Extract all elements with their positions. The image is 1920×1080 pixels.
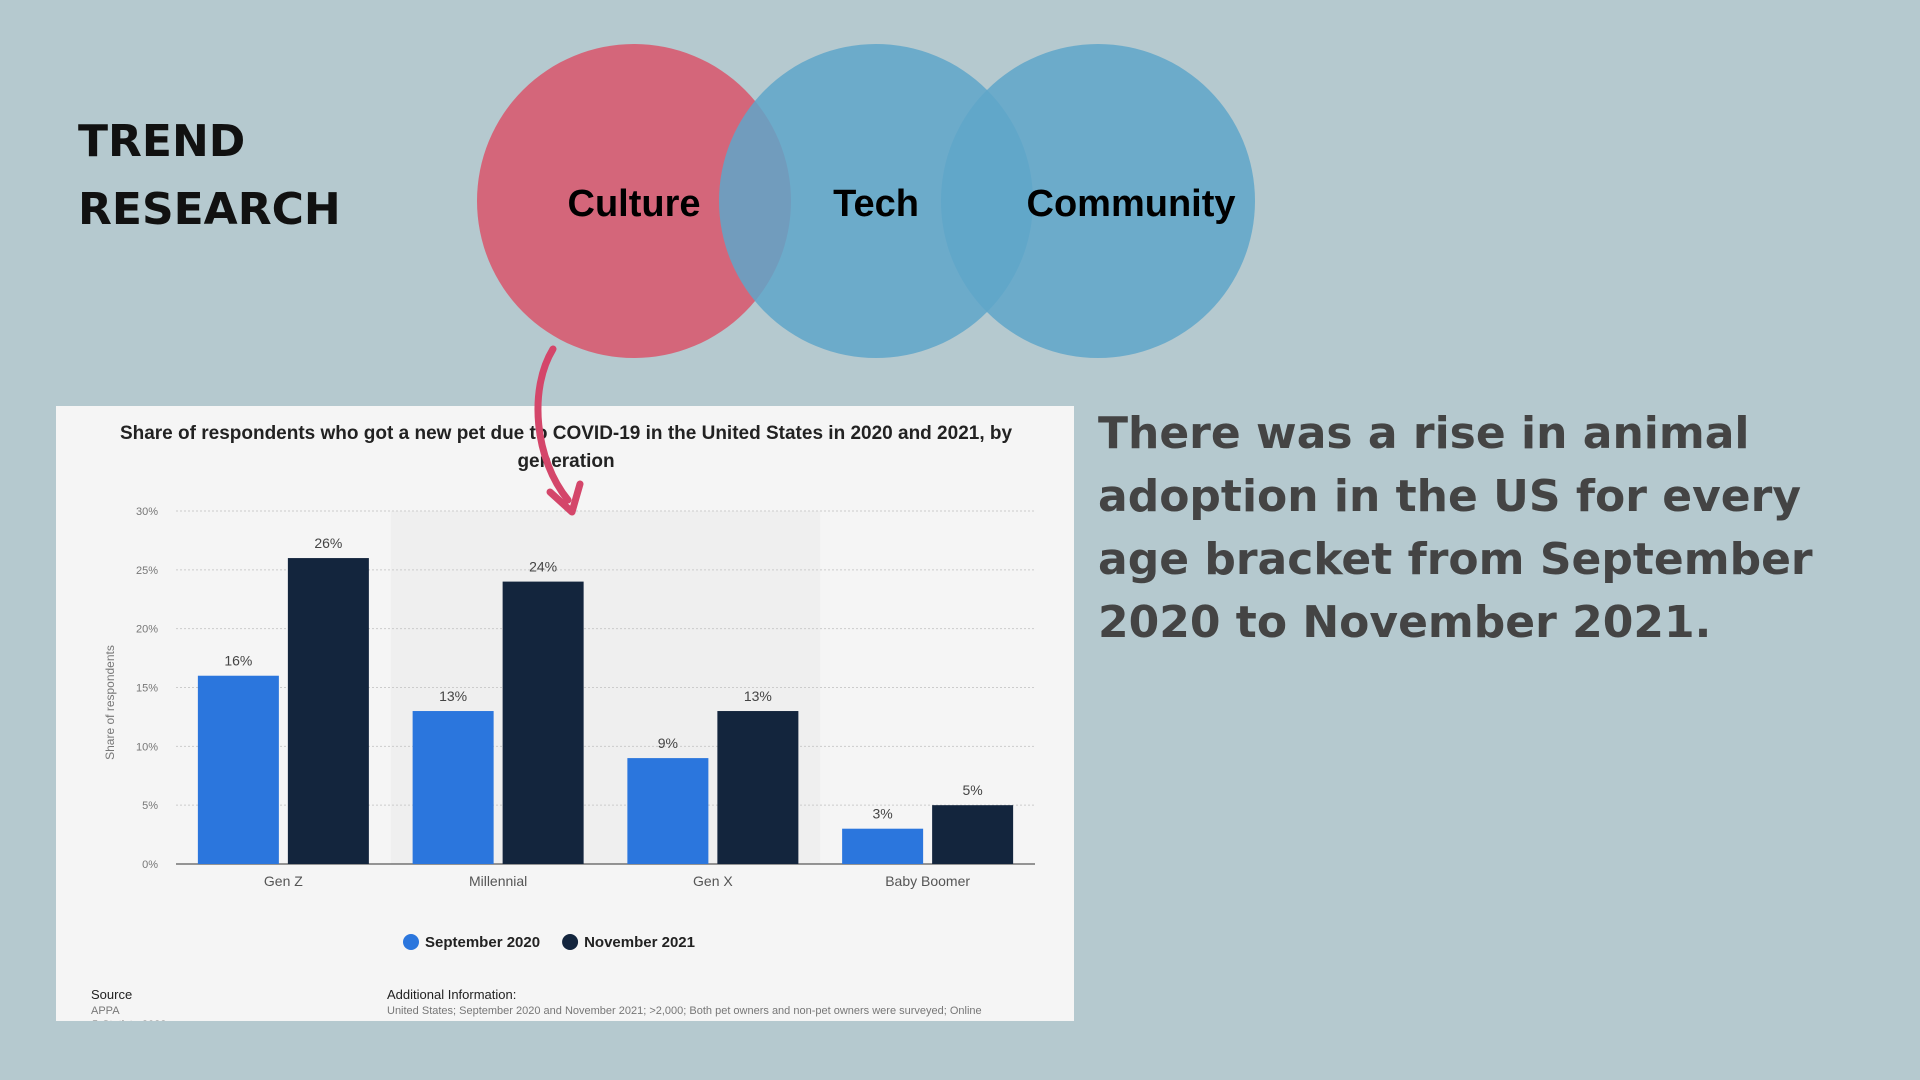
venn-label: Culture [568,183,701,225]
y-axis-label: Share of respondents [103,645,117,760]
y-tick-label: 5% [142,800,158,812]
x-tick-label: Gen X [693,873,733,889]
venn: Culture Tech Community [477,44,1255,358]
arrow [534,345,584,516]
bar [412,711,494,864]
value-label: 16% [224,653,252,669]
y-tick-label: 25% [136,565,158,577]
bar [197,675,279,864]
y-tick-label: 10% [136,741,158,753]
info-heading: Additional Information: [387,987,516,1002]
bar [932,805,1014,864]
value-label: 26% [314,535,342,551]
y-tick-label: 30% [136,506,158,518]
value-label: 13% [744,688,772,704]
legend-marker [562,934,579,950]
chart: 0% 5% 10% 15% 20% 25% 30% Share of respondents 1… [91,506,1035,1021]
bar [502,581,584,864]
x-tick-label: Baby Boomer [885,873,970,889]
value-label: 13% [439,688,467,704]
info: United States; September 2020 and Novemb… [387,1005,982,1017]
bar [287,558,369,864]
source-heading: Source [91,987,132,1002]
x-tick-label: Gen Z [264,873,303,889]
legend-label: September 2020 [425,934,540,951]
y-tick-label: 0% [142,859,158,871]
chart-title: Share of respondents who got a new pet d… [119,423,1013,472]
y-tick-label: 15% [136,683,158,695]
bar [717,711,799,864]
legend-label: November 2021 [584,934,695,951]
bar [842,828,924,864]
value-label: 3% [873,806,893,822]
copyright: © Statista 2022 [91,1019,166,1021]
y-tick-label: 20% [136,624,158,636]
body-text: There was a rise in animal adoption in t… [1098,408,1813,648]
venn-circle [719,44,1033,358]
slide-title: TREND RESEARCH [78,116,341,235]
venn-circle [477,44,791,358]
venn-label: Tech [833,183,919,225]
venn-label: Community [1027,183,1236,225]
value-label: 24% [529,559,557,575]
source: APPA [91,1005,120,1017]
value-label: 9% [658,735,678,751]
venn-circle [941,44,1255,358]
x-tick-label: Millennial [469,873,527,889]
bar [627,758,709,864]
value-label: 5% [963,782,983,798]
arrow-line [534,345,572,504]
legend-marker [403,934,419,950]
arrow-head [546,480,584,516]
